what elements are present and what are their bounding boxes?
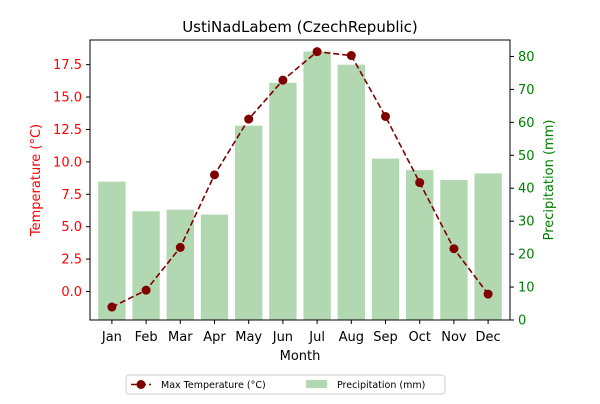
legend-bar-swatch	[306, 380, 327, 388]
y-left-tick-label: 12.5	[53, 123, 82, 138]
y-left-tick-label: 15.0	[53, 91, 82, 106]
temp-point-aug	[346, 51, 356, 61]
y-right-tick-label: 40	[518, 182, 535, 197]
legend-precip-label: Precipitation (mm)	[337, 380, 425, 391]
y-right-tick-label: 70	[518, 83, 535, 98]
x-tick-label: Oct	[408, 330, 430, 345]
x-tick-label: Apr	[203, 330, 226, 345]
y-right-tick-label: 10	[518, 281, 535, 296]
temp-point-apr	[209, 170, 219, 180]
legend: Max Temperature (°C) Precipitation (mm)	[125, 374, 446, 395]
y-left-tick-label: 5.0	[61, 220, 82, 235]
temperature-axis: 0.0 2.5 5.0 7.5 10.0 12.5 15.0 17.5	[53, 58, 90, 300]
precip-bar-feb	[132, 211, 160, 320]
y-left-tick-label: 17.5	[53, 58, 82, 73]
temp-point-sep	[381, 111, 391, 121]
precip-bar-apr	[200, 214, 229, 320]
precip-bar-jun	[269, 82, 297, 320]
precip-bar-aug	[337, 64, 365, 321]
legend-temp-label: Max Temperature (°C)	[161, 380, 266, 391]
y-right-tick-label: 80	[518, 50, 535, 65]
y-right-tick-label: 50	[518, 149, 535, 164]
month-axis: Jan Feb Mar Apr May Jun Jul Aug Sep Oct Nov Dec	[101, 320, 501, 345]
temp-point-may	[244, 114, 254, 124]
y-right-tick-label: 0	[518, 314, 526, 329]
x-axis-label: Month	[280, 349, 321, 364]
precip-bar-mar	[166, 209, 194, 320]
temperature-line	[107, 47, 493, 312]
x-tick-label: Sep	[373, 330, 398, 345]
temp-point-oct	[415, 178, 425, 188]
temperature-line-path	[111, 50, 489, 308]
x-tick-label: Dec	[476, 330, 501, 345]
temp-point-feb	[141, 285, 151, 295]
x-tick-label: Nov	[441, 330, 467, 345]
x-tick-label: May	[235, 330, 262, 345]
precip-bar-jan	[98, 181, 126, 320]
y-right-tick-label: 30	[518, 215, 535, 230]
temp-point-nov	[449, 244, 459, 254]
chart-title: UstiNadLabem (CzechRepublic)	[182, 18, 418, 36]
y-left-tick-label: 10.0	[53, 155, 82, 170]
y-left-tick-label: 2.5	[61, 253, 82, 268]
precipitation-axis: 0 10 20 30 40 50 60 70 80	[510, 50, 535, 329]
temp-point-jun	[278, 75, 288, 85]
precip-bar-sep	[371, 158, 400, 320]
x-tick-label: Jan	[101, 330, 122, 345]
legend-marker-swatch	[136, 380, 146, 389]
x-tick-label: Jul	[308, 330, 325, 345]
temp-point-dec	[483, 289, 493, 299]
precip-bar-may	[235, 125, 263, 320]
plot-frame	[89, 39, 511, 321]
precip-bar-oct	[406, 170, 434, 320]
x-tick-label: Feb	[135, 330, 158, 345]
y-right-tick-label: 60	[518, 116, 535, 131]
precip-bar-jul	[303, 51, 331, 320]
legend-box	[125, 374, 446, 395]
x-tick-label: Aug	[339, 330, 364, 345]
y-left-axis-label: Temperature (°C)	[29, 124, 44, 237]
y-right-tick-label: 20	[518, 248, 535, 263]
y-left-tick-label: 0.0	[61, 285, 82, 300]
y-left-tick-label: 7.5	[61, 188, 82, 203]
x-tick-label: Jun	[272, 330, 293, 345]
precipitation-bars	[98, 51, 502, 321]
x-tick-label: Mar	[168, 330, 193, 345]
y-right-axis-label: Precipitation (mm)	[542, 120, 557, 241]
temp-point-jul	[312, 47, 322, 57]
temp-point-mar	[175, 242, 185, 252]
temp-point-jan	[107, 302, 117, 312]
